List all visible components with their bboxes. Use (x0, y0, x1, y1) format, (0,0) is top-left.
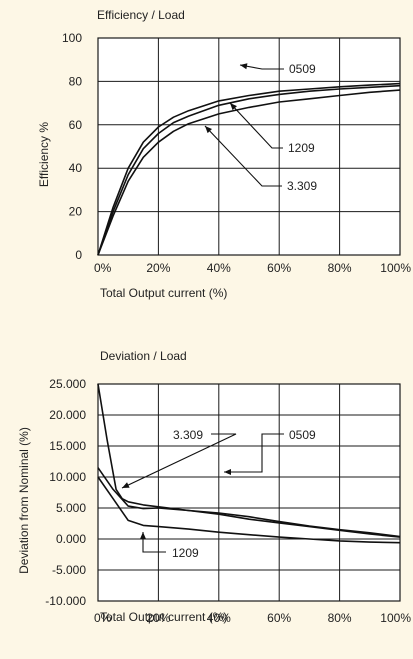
x-tick-label: 40% (207, 261, 231, 275)
annotation-leader (121, 433, 237, 489)
x-tick-label: 0% (94, 261, 112, 275)
series-line-0509 (97, 82, 401, 256)
annotation-arrowhead (140, 532, 146, 539)
annotation-label: 3.309 (173, 428, 203, 442)
annotation-label: 1209 (172, 546, 199, 560)
y-tick-label: 15.000 (49, 439, 86, 453)
annotation-arrowhead (205, 126, 212, 134)
annotation-label: 0509 (289, 62, 316, 76)
annotation-arrowhead (122, 482, 130, 488)
series-line-1209 (97, 476, 401, 544)
x-tick-label: 80% (328, 611, 352, 625)
y-tick-label: 100 (62, 31, 82, 45)
x-axis-label: Total Output current (%) (100, 286, 227, 300)
y-axis-label: Efficiency % (37, 122, 51, 187)
x-tick-label: 100% (380, 261, 411, 275)
series-line-3-309 (97, 89, 401, 256)
annotation-label: 3.309 (287, 179, 317, 193)
y-tick-label: 10.000 (49, 470, 86, 484)
x-tick-label: 40% (207, 611, 231, 625)
annotation-leader (229, 102, 283, 149)
series-line-1209 (97, 84, 401, 256)
annotation-leader (204, 125, 282, 187)
y-axis-label: Deviation from Nominal (%) (17, 427, 31, 574)
y-tick-label: 20.000 (49, 408, 86, 422)
y-tick-label: 40 (69, 161, 83, 175)
x-tick-label: 100% (380, 611, 411, 625)
x-tick-label: 60% (267, 611, 291, 625)
y-tick-label: 60 (69, 118, 83, 132)
annotation-label: 1209 (288, 141, 315, 155)
x-axis-label: Total Output current (%) (100, 610, 227, 624)
y-tick-label: 80 (69, 74, 83, 88)
plot-frame (97, 383, 401, 602)
y-tick-label: -5.000 (52, 563, 86, 577)
y-tick-label: 0.000 (56, 532, 86, 546)
x-tick-label: 20% (146, 611, 170, 625)
chart-title: Deviation / Load (100, 349, 187, 363)
annotation-arrowhead (224, 469, 231, 475)
series-line-0509 (97, 467, 401, 538)
x-tick-label: 20% (146, 261, 170, 275)
y-tick-label: 20 (69, 205, 83, 219)
x-tick-label: 80% (328, 261, 352, 275)
annotation-label: 0509 (289, 428, 316, 442)
chart-title: Efficiency / Load (97, 8, 185, 22)
annotation-leader (224, 433, 284, 473)
plot-area (98, 384, 400, 601)
x-tick-label: 0% (94, 611, 112, 625)
y-tick-label: 5.000 (56, 501, 86, 515)
plot-frame (97, 37, 401, 256)
annotation-leader (239, 64, 284, 70)
annotation-arrowhead (230, 103, 237, 111)
plot-area (98, 38, 400, 255)
y-tick-label: 25.000 (49, 377, 86, 391)
annotation-arrowhead (240, 63, 248, 70)
x-tick-label: 60% (267, 261, 291, 275)
y-tick-label: -10.000 (45, 594, 86, 608)
y-tick-label: 0 (75, 248, 82, 262)
